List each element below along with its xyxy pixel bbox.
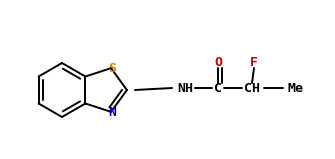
Text: F: F bbox=[250, 56, 258, 69]
Text: Me: Me bbox=[287, 82, 303, 94]
Text: N: N bbox=[108, 106, 116, 119]
Text: NH: NH bbox=[177, 82, 193, 94]
Text: O: O bbox=[214, 56, 222, 69]
Text: C: C bbox=[214, 82, 222, 94]
Text: S: S bbox=[108, 62, 116, 75]
Text: CH: CH bbox=[244, 82, 260, 94]
